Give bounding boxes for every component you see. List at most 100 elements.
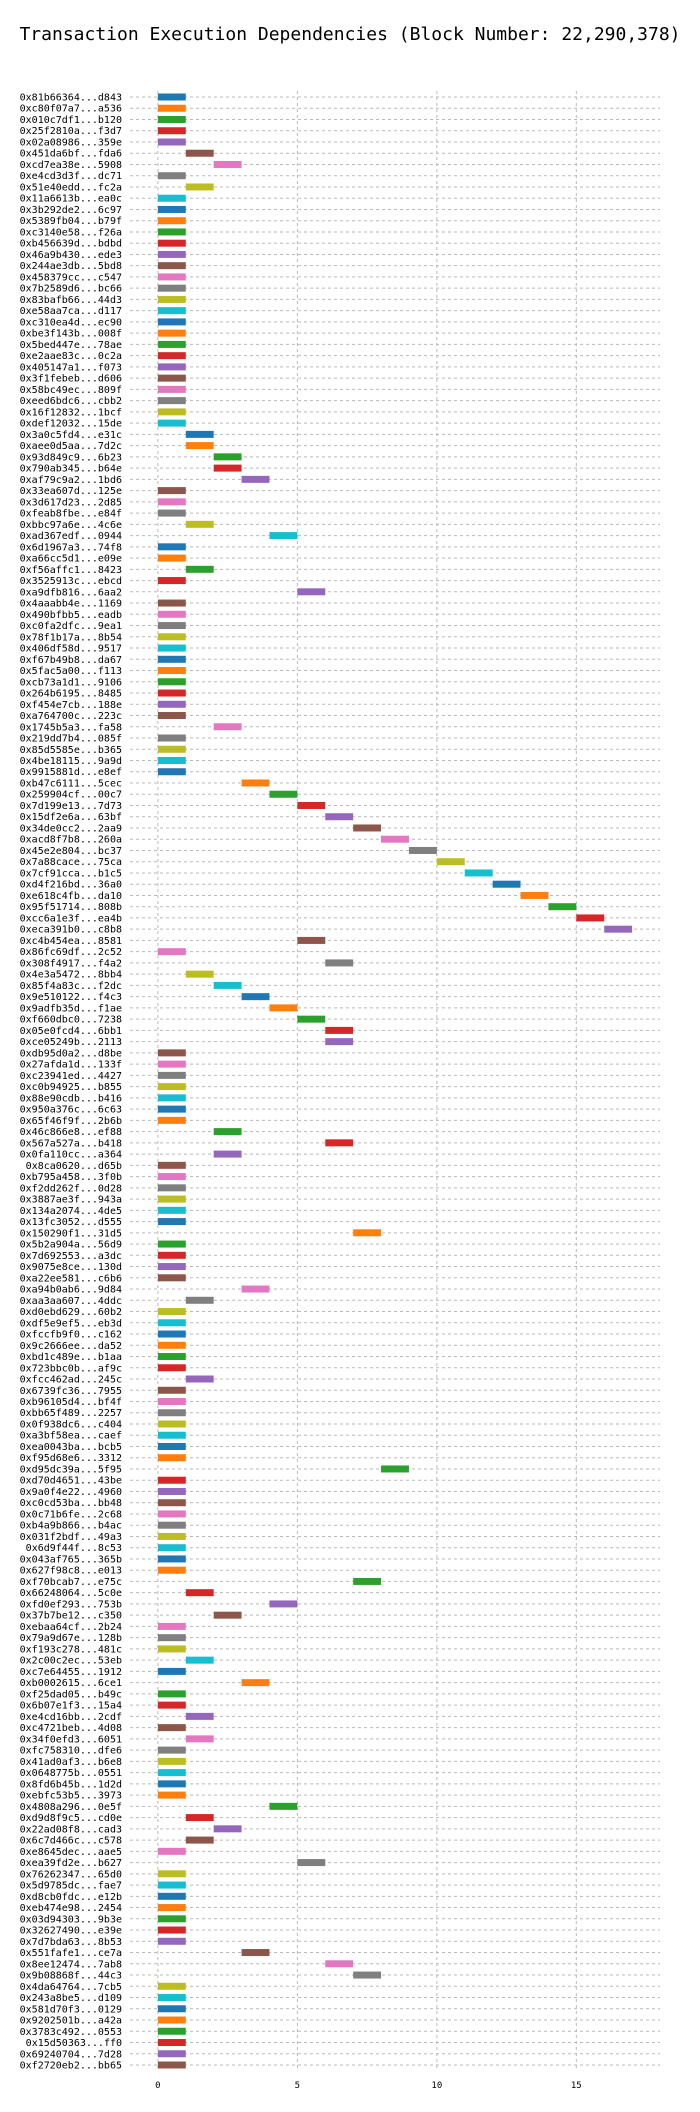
y-tick-label: 0xf660dbc0...7238 [20, 1015, 122, 1026]
dependency-bar [157, 307, 186, 315]
y-tick-label: 0x4be18115...9a9d [20, 756, 122, 767]
dependency-bar [157, 172, 186, 180]
dependency-bar [157, 1431, 186, 1439]
dependency-bar [213, 1150, 242, 1158]
dependency-bar [185, 1589, 214, 1597]
dependency-bar [157, 374, 186, 382]
y-tick-label: 0x25f2810a...f3d7 [20, 126, 122, 137]
y-tick-label: 0x7d692553...a3dc [20, 1251, 122, 1262]
y-tick-label: 0x03d94303...9b3e [20, 1914, 122, 1925]
dependency-bar [157, 509, 186, 517]
dependency-bar [157, 599, 186, 607]
dependency-bar [185, 970, 214, 978]
y-tick-label: 0xc80f07a7...a536 [20, 104, 122, 115]
grid-layer [130, 91, 660, 2071]
y-tick-label: 0x5bed447e...78ae [20, 340, 122, 351]
y-tick-label: 0x27afda1d...133f [20, 1060, 122, 1071]
y-tick-label: 0x3d617d23...2d85 [20, 497, 122, 508]
y-tick-label: 0x581d70f3...0129 [20, 2004, 122, 2015]
y-tick-label: 0x405147a1...f073 [20, 362, 122, 373]
dependency-bar [157, 1364, 186, 1372]
y-tick-label: 0x9075e8ce...130d [20, 1262, 122, 1273]
dependency-bar [157, 1791, 186, 1799]
dependency-bar [157, 385, 186, 393]
y-tick-label: 0xa9dfb816...6aa2 [20, 587, 122, 598]
y-tick-label: 0x451da6bf...fda6 [20, 149, 122, 160]
y-tick-label: 0x51e40edd...fc2a [20, 182, 122, 193]
dependency-bar [185, 1735, 214, 1743]
dependency-bar [157, 1769, 186, 1777]
y-tick-label: 0x6739fc36...7955 [20, 1386, 122, 1397]
y-tick-label: 0x8fd6b45b...1d2d [20, 1779, 122, 1790]
y-tick-label: 0xcd7ea38e...5908 [20, 160, 122, 171]
y-tick-label: 0x4da64764...7cb5 [20, 1982, 122, 1993]
y-tick-label: 0xa3bf58ea...caef [20, 1431, 122, 1442]
dependency-bar [241, 1679, 270, 1687]
dependency-bar [157, 1870, 186, 1878]
dependency-bar [157, 1499, 186, 1507]
y-tick-label: 0xdef12032...15de [20, 419, 122, 430]
dependency-bar [185, 149, 214, 157]
dependency-bar [157, 397, 186, 405]
dependency-bar [157, 1634, 186, 1642]
y-tick-label: 0xbd1c489e...b1aa [20, 1352, 122, 1363]
dependency-bar [353, 824, 382, 832]
dependency-bar [157, 577, 186, 585]
y-tick-label: 0x32627490...e39e [20, 1926, 122, 1937]
dependency-bar [157, 1263, 186, 1271]
y-tick-label: 0x15d50363...ff0 [26, 2038, 122, 2049]
dependency-bar [157, 1757, 186, 1765]
dependency-bar [185, 1712, 214, 1720]
y-tick-label: 0x5b2a904a...56d9 [20, 1240, 122, 1251]
dependency-bar [157, 1161, 186, 1169]
dependency-bar [157, 1330, 186, 1338]
dependency-bar [157, 2027, 186, 2035]
y-tick-label: 0x15df2e6a...63bf [20, 812, 122, 823]
y-tick-label: 0xd4f216bd...36a0 [20, 880, 122, 891]
y-tick-label: 0xeca391b0...c8b8 [20, 925, 122, 936]
y-tick-label: 0xcc6a1e3f...ea4b [20, 913, 122, 924]
y-tick-label: 0xce05249b...2113 [20, 1037, 122, 1048]
dependency-bar [157, 1892, 186, 1900]
y-tick-label: 0xf67b49b8...da67 [20, 655, 122, 666]
y-tick-label: 0xf56affc1...8423 [20, 565, 122, 576]
y-tick-label: 0xe58aa7ca...d117 [20, 306, 122, 317]
dependency-bar [157, 1746, 186, 1754]
dependency-bar [157, 1308, 186, 1316]
y-tick-label: 0x4808a296...0e5f [20, 1802, 122, 1813]
y-tick-label: 0xfd0ef293...753b [20, 1599, 122, 1610]
y-tick-label: 0xe618c4fb...da10 [20, 891, 122, 902]
dependency-bar [157, 262, 186, 270]
y-tick-label: 0xb0002615...6ce1 [20, 1678, 122, 1689]
y-tick-label: 0xdb95d0a2...d8be [20, 1048, 122, 1059]
y-tick-label: 0x33ea607d...125e [20, 486, 122, 497]
dependency-bar [157, 1251, 186, 1259]
y-tick-label: 0x69240704...7d28 [20, 2049, 122, 2060]
dependency-bar [157, 1071, 186, 1079]
dependency-bar [157, 318, 186, 326]
dependency-bar [241, 475, 270, 483]
y-tick-label: 0xd0ebd629...60b2 [20, 1307, 122, 1318]
dependency-bar [157, 1994, 186, 2002]
y-tick-label: 0x34f0efd3...6051 [20, 1734, 122, 1745]
dependency-bar [157, 2039, 186, 2047]
y-tick-label: 0xc4b454ea...8581 [20, 936, 122, 947]
y-tick-label: 0x9915881d...e8ef [20, 767, 122, 778]
dependency-bar [157, 756, 186, 764]
dependency-bar [157, 115, 186, 123]
y-tick-label: 0x22ad08f8...cad3 [20, 1824, 122, 1835]
dependency-bar [213, 453, 242, 461]
dependency-bar [157, 1049, 186, 1057]
y-tick-label: 0x308f4917...f4a2 [20, 958, 122, 969]
y-tick-label: 0x16f12832...1bcf [20, 407, 122, 418]
y-tick-label: 0xd95dc39a...5f95 [20, 1464, 122, 1475]
dependency-bar [157, 1060, 186, 1068]
dependency-bar [269, 1802, 298, 1810]
y-tick-label: 0xe2aae83c...0c2a [20, 351, 122, 362]
y-tick-label: 0x78f1b17a...8b54 [20, 632, 122, 643]
dependency-bar [325, 1026, 354, 1034]
y-tick-label: 0x406df58d...9517 [20, 644, 122, 655]
y-tick-label: 0x3b292de2...6c97 [20, 205, 122, 216]
dependency-bar [157, 1904, 186, 1912]
dependency-bar [157, 1240, 186, 1248]
